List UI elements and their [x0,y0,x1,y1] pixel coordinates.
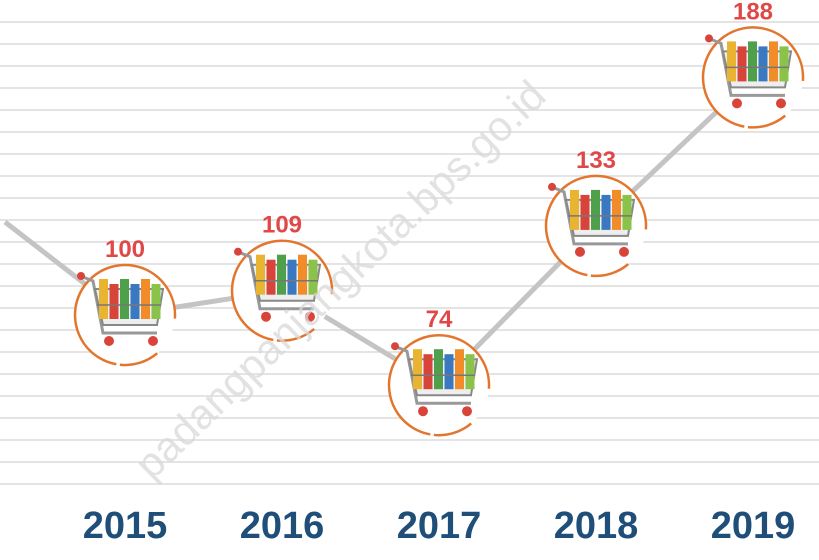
value-label: 109 [262,212,302,239]
cart-point [73,263,177,367]
x-tick-label: 2018 [554,505,639,547]
cart-item [130,284,140,319]
cart-item [465,354,475,390]
cart-item [434,349,443,390]
cart-item [120,279,129,319]
cart-wheel [462,406,472,417]
x-tick-label: 2017 [397,505,482,547]
cart-item [308,259,318,295]
cart-item [601,194,611,230]
value-label: 74 [426,306,453,333]
cart-handle [234,247,242,256]
value-label: 133 [576,147,616,174]
cart-wheel [776,98,786,109]
cart-wheel [418,406,428,417]
plot: 100 2015 109 2016 74 2017 133 2018 188 2019 [3,0,805,547]
cart-item [758,46,768,82]
cart-handle [705,34,713,43]
cart-item [779,46,789,82]
cart-handle [548,182,556,191]
value-label: 188 [733,0,773,25]
cart-ring [230,239,334,342]
cart-item [99,279,108,319]
cart-item [423,354,433,390]
cart-item [141,279,150,319]
cart-ring [544,174,648,278]
cart-item [444,354,454,390]
cart-item [748,41,757,82]
cart-wheel [261,311,271,322]
cart-item [266,259,276,295]
cart-item [151,284,161,319]
cart-item [580,194,590,230]
cart-point [544,174,648,278]
cart-wheel [148,336,158,346]
cart-ring [701,26,805,129]
cart-point [387,333,491,437]
cart-wheel [619,246,629,257]
cart-point [701,26,805,129]
cart-handle [77,272,85,280]
cart-wheel [575,246,585,257]
value-label: 100 [105,236,145,263]
cart-wheel [104,336,114,346]
cart-item [737,46,747,82]
watermark: padangpanjangkota.bps.go.id [125,71,554,488]
cart-point [230,239,334,342]
cart-ring [387,333,491,437]
cart-item [570,189,579,230]
cart-item [256,254,265,295]
x-tick-label: 2016 [240,505,325,547]
x-tick-label: 2019 [711,505,796,547]
cart-item [298,254,307,295]
x-tick-label: 2015 [83,505,168,547]
cart-wheel [732,98,742,109]
cart-item [622,194,632,230]
cart-item [455,349,464,390]
cart-item [109,284,119,319]
cart-item [727,41,736,82]
cart-ring [73,263,177,367]
cart-item [413,349,422,390]
cart-item [769,41,778,82]
cart-handle [391,342,399,351]
cart-item [277,254,286,295]
cart-item [612,189,621,230]
cart-item [591,189,600,230]
cart-item [287,259,297,295]
cart-wheel [305,311,315,322]
